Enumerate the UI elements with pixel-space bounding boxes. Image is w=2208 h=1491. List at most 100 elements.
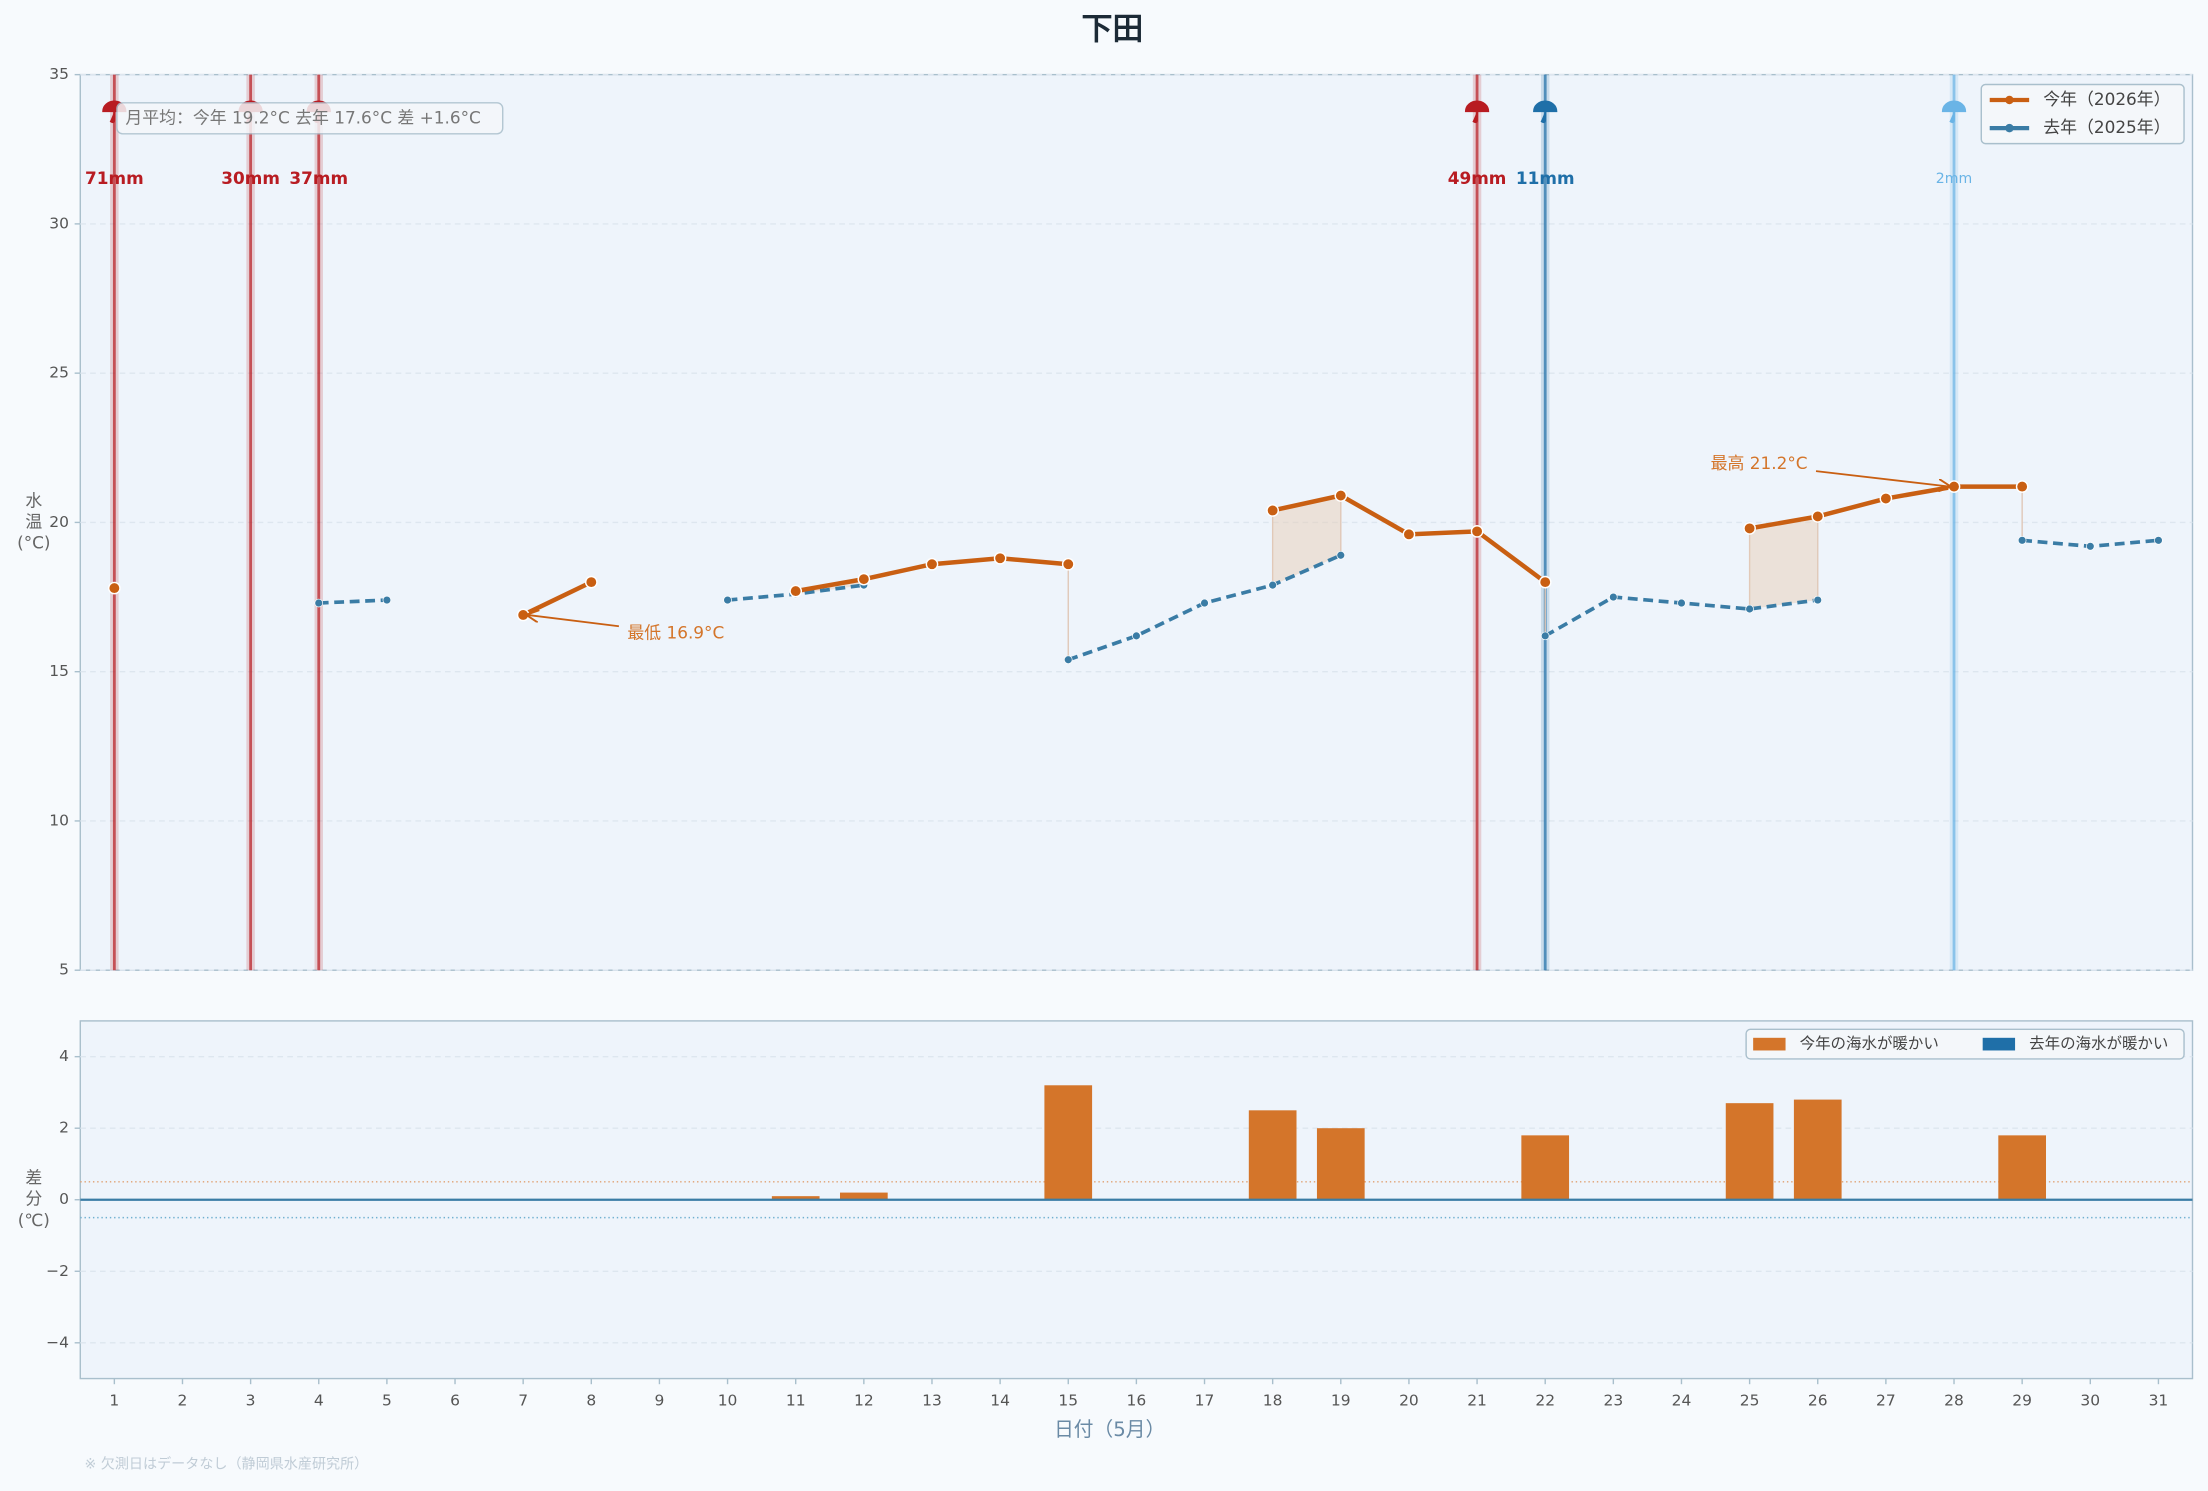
series-point — [1813, 595, 1823, 605]
legend-label: 今年の海水が暖かい — [1800, 1035, 1939, 1053]
legend-swatch — [1753, 1037, 1786, 1051]
x-tick-label: 7 — [518, 1392, 528, 1410]
series-point — [1609, 592, 1618, 602]
diff-fill — [1272, 495, 1341, 586]
rain-icon — [1464, 100, 1490, 124]
rain-label: 2mm — [1936, 171, 1972, 187]
series-point — [584, 575, 598, 589]
x-tick-label: 17 — [1195, 1392, 1215, 1410]
rain-label: 71mm — [85, 168, 144, 188]
bar — [1793, 1099, 1842, 1200]
x-tick-label: 2 — [178, 1392, 188, 1410]
annotation-arrow — [527, 615, 620, 628]
series-point — [2154, 536, 2163, 545]
series-point — [1470, 525, 1484, 538]
y-tick-label: 25 — [49, 364, 69, 382]
series-point — [1538, 575, 1552, 589]
series-point — [1811, 510, 1825, 523]
series-point — [1061, 557, 1075, 571]
series-point — [1132, 631, 1141, 641]
x-tick-label: 24 — [1672, 1392, 1692, 1410]
y-tick-label: 10 — [49, 811, 69, 829]
annotation-arrow — [1815, 470, 1950, 486]
series-point — [2017, 536, 2027, 545]
y-axis-label: 差 — [25, 1168, 42, 1188]
x-tick-label: 27 — [1876, 1392, 1896, 1410]
series-point — [993, 551, 1007, 565]
x-tick-label: 26 — [1808, 1392, 1828, 1410]
summary-box — [116, 102, 504, 135]
series-point — [1947, 480, 1961, 493]
x-tick-label: 25 — [1740, 1392, 1760, 1410]
y-tick-label: −2 — [46, 1262, 69, 1280]
series-point — [314, 598, 324, 608]
series-point — [516, 608, 530, 622]
y-tick-label: 30 — [49, 214, 69, 232]
series-point — [108, 581, 121, 595]
x-tick-label: 29 — [2012, 1392, 2032, 1410]
x-tick-label: 6 — [450, 1392, 460, 1410]
series-point — [1266, 504, 1279, 517]
y-tick-label: 20 — [49, 513, 69, 531]
series-point — [1402, 528, 1416, 541]
legend-swatch — [1982, 1037, 2016, 1051]
series-point — [1268, 580, 1277, 590]
bar — [1725, 1103, 1774, 1200]
y-tick-label: 5 — [59, 961, 69, 979]
x-tick-label: 11 — [786, 1392, 806, 1410]
legend-box — [1980, 83, 2185, 145]
x-tick-label: 18 — [1263, 1392, 1283, 1410]
series-point — [1200, 598, 1209, 608]
x-tick-label: 19 — [1331, 1392, 1351, 1410]
x-tick-label: 23 — [1603, 1392, 1623, 1410]
bar — [1521, 1135, 1570, 1200]
bar — [839, 1192, 888, 1200]
series-point — [382, 595, 392, 605]
y-tick-label: 4 — [59, 1047, 69, 1065]
x-tick-label: 1 — [109, 1392, 119, 1410]
x-tick-label: 4 — [314, 1392, 324, 1410]
rain-label: 37mm — [289, 168, 348, 188]
footnote: ※ 欠測日はデータなし（静岡県水産研究所） — [85, 1455, 369, 1472]
series-point — [1540, 631, 1550, 641]
y-axis-label: 分 — [25, 1189, 42, 1209]
x-tick-label: 12 — [854, 1392, 874, 1410]
series-point — [1063, 655, 1073, 665]
rain-icon — [1533, 100, 1558, 124]
legend-label: 去年の海水が暖かい — [2029, 1035, 2168, 1053]
chart-title: 下田 — [1081, 11, 1143, 47]
series-point — [723, 595, 732, 605]
rain-label: 11mm — [1516, 168, 1575, 188]
rain-label: 30mm — [221, 168, 280, 188]
x-tick-label: 31 — [2149, 1392, 2169, 1410]
annotation: 最低 16.9°C — [627, 622, 724, 642]
bar — [771, 1196, 820, 1200]
bar — [1044, 1085, 1093, 1200]
y-axis-label: 温 — [25, 511, 42, 531]
series-point — [1745, 604, 1754, 614]
series-point — [857, 572, 871, 586]
y-axis-label: 水 — [25, 490, 42, 510]
legend-dot — [2005, 95, 2014, 105]
y-tick-label: −4 — [46, 1333, 69, 1351]
x-tick-label: 5 — [382, 1392, 392, 1410]
bar — [1248, 1110, 1297, 1200]
rain-icon — [1941, 100, 1967, 124]
x-tick-label: 15 — [1058, 1392, 1078, 1410]
x-tick-label: 30 — [2080, 1392, 2100, 1410]
annotation: 最高 21.2°C — [1711, 453, 1808, 473]
series-point — [925, 557, 939, 571]
series-point — [1743, 522, 1756, 535]
diff-fill — [1749, 516, 1818, 609]
x-tick-label: 14 — [990, 1392, 1010, 1410]
bar — [1316, 1128, 1365, 1200]
series-point — [1879, 492, 1893, 505]
x-tick-label: 8 — [586, 1392, 596, 1410]
legend-dot — [2005, 123, 2014, 133]
series-point — [1336, 550, 1346, 560]
series-point — [1334, 489, 1348, 502]
series-point — [1677, 598, 1686, 608]
x-tick-label: 22 — [1535, 1392, 1555, 1410]
x-axis-label: 日付（5月） — [1054, 1418, 1165, 1441]
